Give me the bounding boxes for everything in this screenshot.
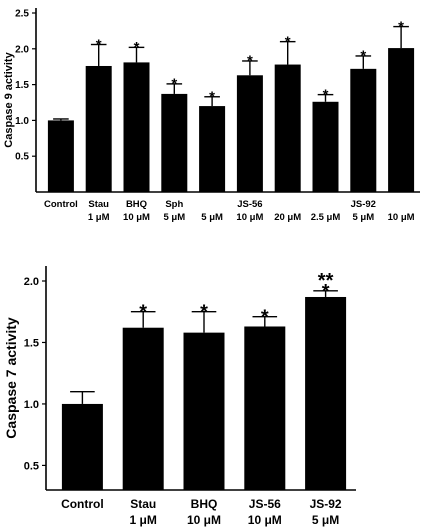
y-axis-label: Caspase 7 activity: [3, 317, 19, 439]
bar: [350, 68, 377, 192]
x-tick-label-dose: 10 μM: [236, 212, 263, 223]
x-tick-label: Control: [61, 497, 104, 511]
bar: [161, 93, 188, 192]
y-tick-label: 1.5: [24, 337, 39, 349]
y-tick-label: 1.5: [15, 80, 29, 91]
x-tick-label: Sph: [165, 199, 183, 210]
significance-marker: **: [318, 270, 334, 292]
significance-marker: *: [285, 33, 291, 50]
significance-marker: *: [200, 302, 208, 324]
significance-marker: *: [139, 302, 147, 324]
x-tick-label-dose: 1 μM: [130, 513, 157, 527]
bar: [123, 62, 150, 193]
y-axis-label: Caspase 9 activity: [3, 51, 15, 147]
x-tick-label: JS-92: [310, 497, 342, 511]
x-tick-label: Control: [44, 199, 78, 210]
bar: [312, 101, 339, 192]
bar: [236, 75, 263, 192]
significance-marker: *: [171, 76, 177, 93]
bar: [61, 403, 103, 490]
x-tick-label-dose: 5 μM: [163, 212, 185, 223]
x-tick-label: Stau: [130, 497, 156, 511]
y-tick-label: 1.0: [15, 116, 29, 127]
x-tick-label-dose: 10 μM: [388, 212, 415, 223]
significance-marker: *: [247, 53, 253, 70]
x-tick-label-dose: 1 μM: [88, 212, 110, 223]
x-tick-label-dose: 10 μM: [187, 513, 221, 527]
significance-marker: *: [96, 36, 102, 53]
significance-marker: *: [398, 18, 404, 35]
x-tick-label: BHQ: [126, 199, 147, 210]
significance-marker: *: [261, 307, 269, 329]
bar: [305, 296, 347, 490]
y-tick-label: 2.0: [15, 44, 29, 55]
x-tick-label: JS-56: [249, 497, 281, 511]
y-tick-label: 1.0: [24, 399, 39, 411]
x-tick-label-dose: 5 μM: [201, 212, 223, 223]
bar: [47, 120, 74, 192]
y-tick-label: 0.5: [15, 152, 29, 163]
bar: [122, 327, 164, 490]
y-tick-label: 2.0: [24, 276, 39, 288]
x-tick-label: Stau: [88, 199, 109, 210]
y-tick-label: 2.5: [15, 9, 29, 20]
x-tick-label-dose: 5 μM: [352, 212, 374, 223]
x-tick-label: BHQ: [191, 497, 218, 511]
x-tick-label-dose: 10 μM: [248, 513, 282, 527]
bar: [244, 326, 286, 490]
significance-marker: *: [322, 281, 330, 303]
bar: [85, 65, 112, 192]
significance-marker: *: [323, 86, 329, 103]
x-tick-label: JS-56: [237, 199, 262, 210]
significance-marker: *: [209, 89, 215, 106]
bar: [388, 48, 415, 192]
bar: [183, 332, 225, 490]
bar: [199, 106, 226, 192]
significance-marker: *: [360, 48, 366, 65]
x-tick-label: JS-92: [351, 199, 376, 210]
x-tick-label-dose: 2.5 μM: [311, 212, 341, 223]
x-tick-label-dose: 5 μM: [312, 513, 339, 527]
significance-marker: *: [134, 39, 140, 56]
y-tick-label: 0.5: [24, 460, 39, 472]
x-tick-label-dose: 20 μM: [274, 212, 301, 223]
bar: [274, 64, 301, 192]
x-tick-label-dose: 10 μM: [123, 212, 150, 223]
